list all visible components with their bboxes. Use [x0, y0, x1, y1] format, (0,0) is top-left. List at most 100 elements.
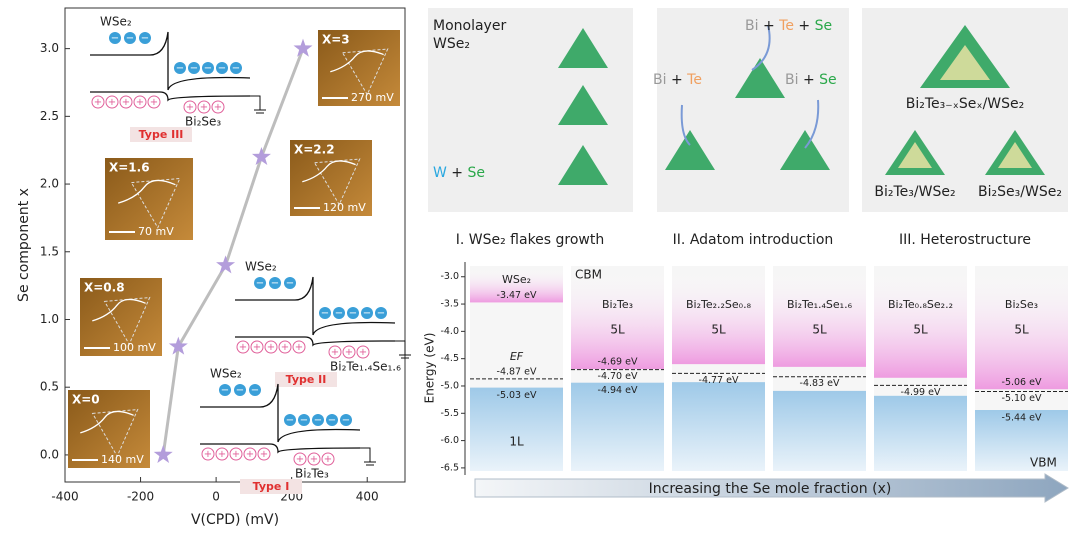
band-edge [235, 276, 396, 336]
stage-caption: I. WSe₂ flakes growth [456, 232, 605, 248]
y-tick-label: -5.5 [440, 408, 459, 419]
material-label: Bi₂Te₀.₈Se₂.₂ [888, 298, 953, 311]
formula-part: WSe₂ [433, 36, 470, 52]
y-tick-label: -3.5 [440, 299, 459, 310]
x-axis-label: V(CPD) (mV) [191, 512, 279, 528]
value-label: -4.77 eV [699, 375, 739, 386]
electron [269, 277, 281, 289]
star-point [153, 444, 173, 464]
y-tick-label: 1.5 [40, 244, 59, 258]
formula-part: + [803, 72, 815, 88]
formula-part: Te [686, 72, 702, 88]
inset-label: X=0.8 [84, 281, 125, 295]
electron [319, 307, 331, 319]
sign: + [186, 102, 194, 113]
valence-band [874, 395, 967, 471]
hole [119, 95, 133, 109]
schematic-label: Bi₂Te₁.₄Se₁.₆ [330, 360, 401, 374]
stage-text: W + Se [433, 165, 485, 181]
sign: − [349, 308, 357, 319]
ground [395, 340, 411, 359]
y-axis-label: Se component x [16, 188, 32, 302]
layer-label: 1L [509, 435, 524, 449]
x-tick-label: -400 [51, 490, 78, 504]
formula-part: + [798, 18, 810, 34]
electron [230, 62, 242, 74]
sign: + [150, 97, 158, 108]
y-tick-label: -3.0 [440, 271, 459, 282]
y-tick-label: 0.5 [40, 380, 59, 394]
sign: + [108, 97, 116, 108]
y-axis-label: Energy (eV) [423, 333, 437, 404]
sign: + [295, 342, 303, 353]
electron [312, 414, 324, 426]
inset-label: X=1.6 [109, 161, 150, 175]
sign: + [246, 449, 254, 460]
hole [243, 447, 257, 461]
stage-text: Bi + Te + Se [745, 18, 832, 34]
schematic-label: WSe₂ [245, 260, 277, 274]
stage-text: Monolayer [433, 18, 506, 34]
height-profile [80, 410, 134, 434]
valence-band [470, 387, 563, 471]
material-label: Bi₂Se₃ [1005, 298, 1038, 311]
y-tick-label: 2.5 [40, 109, 59, 123]
electron [109, 32, 121, 44]
sign: + [359, 347, 367, 358]
sign: + [122, 97, 130, 108]
scale-label: 100 mV [113, 341, 156, 354]
formula-part: W [433, 165, 447, 181]
sign: − [363, 308, 371, 319]
hole [105, 95, 119, 109]
electron [202, 62, 214, 74]
sign: − [271, 278, 279, 289]
sign: + [296, 454, 304, 465]
value-label: -5.06 eV [1002, 377, 1042, 388]
x-tick-label: 400 [356, 490, 379, 504]
hole [264, 340, 278, 354]
type-label: Type II [286, 373, 327, 386]
scale-label: 120 mV [323, 201, 366, 214]
schematic-label: WSe₂ [210, 367, 242, 381]
sign: + [232, 449, 240, 460]
hole [292, 340, 306, 354]
formula-part: Bi₂Se₃/WSe₂ [978, 184, 1062, 200]
formula-part: Bi₂Te₃/WSe₂ [874, 184, 955, 200]
hole [257, 447, 271, 461]
height-profile [118, 179, 176, 204]
vbm-name: VBM [1030, 456, 1057, 470]
trend-arrow [474, 473, 1069, 503]
x-tick-label: -200 [127, 490, 154, 504]
afm-image [80, 278, 162, 356]
schematic-label: WSe₂ [100, 15, 132, 29]
hole [91, 95, 105, 109]
ground [360, 447, 376, 466]
x-tick-label: 0 [212, 490, 220, 504]
flow-arrows [680, 24, 820, 149]
fermi-name: EF [510, 350, 524, 363]
value-label: -5.44 eV [1002, 413, 1042, 424]
sign: + [253, 342, 261, 353]
formula-part: Monolayer [433, 18, 506, 34]
inset-label: X=3 [322, 33, 350, 47]
value-label: -5.10 eV [1002, 393, 1042, 404]
sign: + [324, 454, 332, 465]
sign: + [200, 102, 208, 113]
afm-image [105, 158, 193, 240]
electron [234, 384, 246, 396]
sign: − [314, 415, 322, 426]
hole [321, 452, 335, 466]
hole [342, 345, 356, 359]
y-tick-label: -4.5 [440, 353, 459, 364]
band-edge [200, 383, 361, 443]
value-label: -4.69 eV [598, 357, 638, 368]
y-tick-label: -4.0 [440, 326, 459, 337]
stage-caption: II. Adatom introduction [673, 232, 834, 248]
value-label: -4.83 eV [800, 378, 840, 389]
flake-cores [898, 45, 1032, 168]
stage-text: Bi₂Te₃/WSe₂ [874, 184, 955, 200]
sign: − [286, 278, 294, 289]
conduction-band [874, 268, 967, 378]
material-label: Bi₂Te₁.₄Se₁.₆ [787, 298, 853, 311]
